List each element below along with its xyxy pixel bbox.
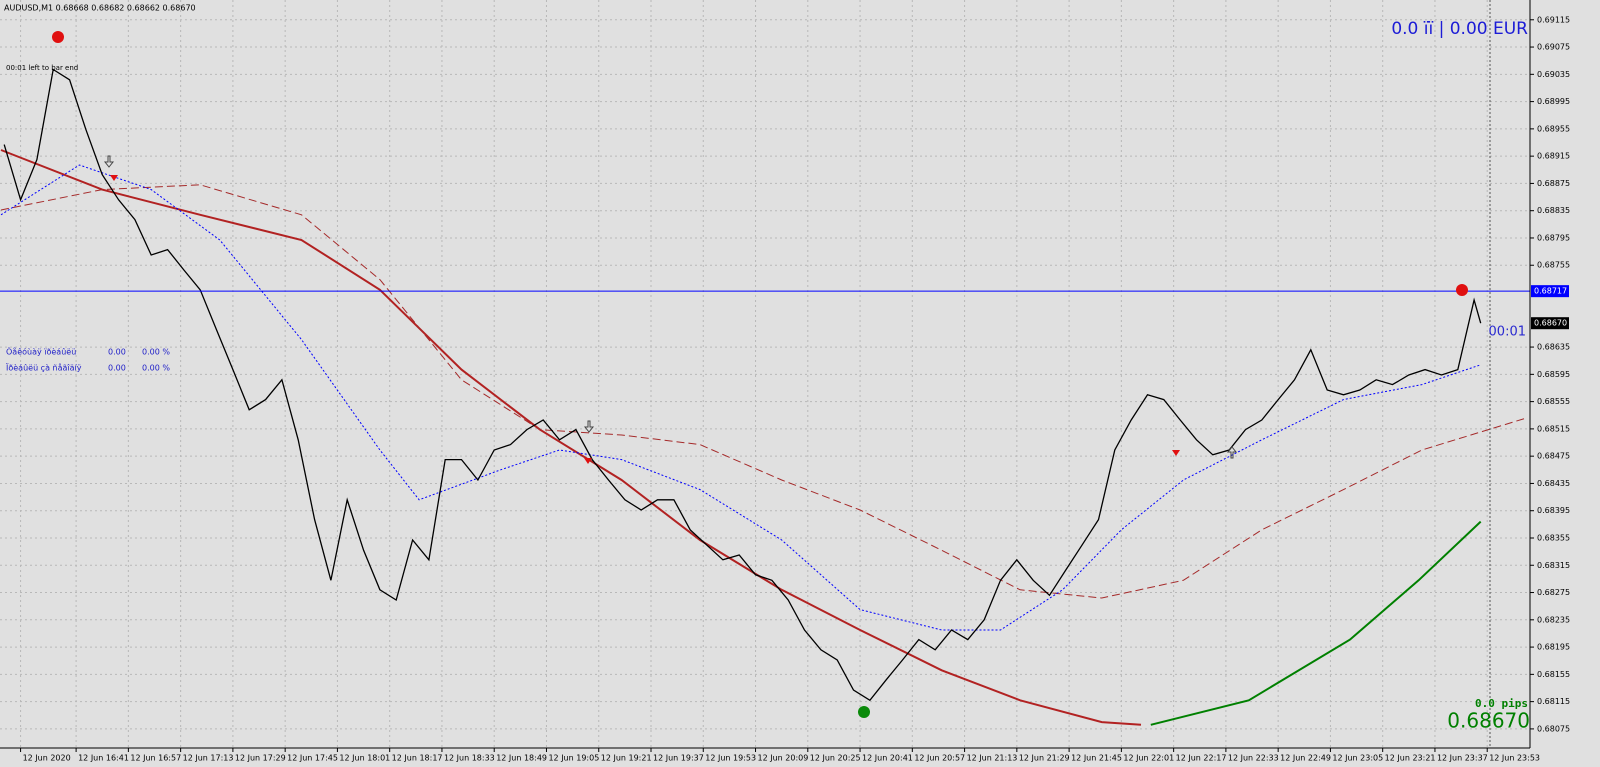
arrow-icon bbox=[584, 458, 592, 464]
arrow-icon bbox=[1172, 450, 1180, 456]
x-tick-label: 12 Jun 19:21 bbox=[601, 754, 652, 763]
x-tick-label: 12 Jun 22:01 bbox=[1123, 754, 1174, 763]
x-tick-label: 12 Jun 20:41 bbox=[862, 754, 913, 763]
profit-label: Òåêóùàÿ ïðèáûëü bbox=[6, 346, 76, 357]
x-tick-label: 12 Jun 19:53 bbox=[705, 754, 756, 763]
x-tick-label: 12 Jun 18:33 bbox=[444, 754, 495, 763]
x-tick-label: 12 Jun 23:21 bbox=[1385, 754, 1436, 763]
y-tick-label: 0.68555 bbox=[1537, 397, 1570, 406]
profit-percent: 0.00 % bbox=[142, 348, 170, 357]
chart-header: AUDUSD,M1 0.68668 0.68682 0.68662 0.6867… bbox=[4, 4, 196, 13]
y-tick-label: 0.68875 bbox=[1537, 179, 1570, 188]
price-level-tag bbox=[1531, 285, 1569, 298]
x-tick-label: 12 Jun 19:05 bbox=[548, 754, 599, 763]
indicator-line bbox=[0, 164, 1481, 631]
plot bbox=[0, 68, 1530, 726]
y-tick-label: 0.68755 bbox=[1537, 261, 1570, 270]
x-tick-label: 12 Jun 17:29 bbox=[235, 754, 286, 763]
last-price-tag bbox=[1531, 317, 1569, 330]
big-price: 0.68670 bbox=[1447, 709, 1530, 733]
y-tick-label: 0.68955 bbox=[1537, 124, 1570, 133]
x-tick-label: 12 Jun 21:45 bbox=[1071, 754, 1122, 763]
alert-icon bbox=[52, 31, 64, 43]
price-line bbox=[3, 68, 1482, 702]
y-tick-label: 0.68595 bbox=[1537, 370, 1570, 379]
x-tick-label: 12 Jun 17:13 bbox=[183, 754, 234, 763]
x-tick-label: 12 Jun 16:41 bbox=[78, 754, 129, 763]
x-tick-label: 12 Jun 21:29 bbox=[1019, 754, 1070, 763]
y-tick-label: 0.68155 bbox=[1537, 670, 1570, 679]
x-tick-label: 12 Jun 18:49 bbox=[496, 754, 547, 763]
x-tick-label: 12 Jun 20:09 bbox=[758, 754, 809, 763]
indicator-line bbox=[0, 149, 1142, 726]
y-tick-label: 0.68355 bbox=[1537, 533, 1570, 542]
indicator-line bbox=[1150, 520, 1482, 726]
profit-value: 0.00 bbox=[108, 364, 126, 373]
x-tick-label: 12 Jun 2020 bbox=[23, 754, 71, 763]
y-tick-label: 0.68835 bbox=[1537, 206, 1570, 215]
x-tick-label: 12 Jun 22:49 bbox=[1280, 754, 1331, 763]
x-tick-label: 12 Jun 20:57 bbox=[914, 754, 965, 763]
alert-icon bbox=[1456, 284, 1468, 296]
price-level-label: 0.68717 bbox=[1534, 287, 1567, 296]
x-tick-label: 12 Jun 20:25 bbox=[810, 754, 861, 763]
x-tick-label: 12 Jun 23:53 bbox=[1489, 754, 1540, 763]
y-tick-label: 0.68075 bbox=[1537, 724, 1570, 733]
alert-icon bbox=[858, 706, 870, 718]
y-tick-label: 0.68235 bbox=[1537, 615, 1570, 624]
y-tick-label: 0.69115 bbox=[1537, 15, 1570, 24]
timer-text: 00:01 left to bar end bbox=[6, 64, 78, 72]
x-tick-label: 12 Jun 16:57 bbox=[130, 754, 181, 763]
y-tick-label: 0.68395 bbox=[1537, 506, 1570, 515]
indicator-line bbox=[0, 184, 1527, 599]
y-tick-label: 0.68315 bbox=[1537, 561, 1570, 570]
y-tick-label: 0.69075 bbox=[1537, 43, 1570, 52]
x-tick-label: 12 Jun 22:33 bbox=[1228, 754, 1279, 763]
account-info: 0.0 ïï | 0.00 EUR bbox=[1391, 19, 1528, 39]
y-tick-label: 0.68115 bbox=[1537, 697, 1570, 706]
y-tick-label: 0.69035 bbox=[1537, 70, 1570, 79]
x-tick-label: 12 Jun 21:13 bbox=[967, 754, 1018, 763]
y-tick-label: 0.68435 bbox=[1537, 479, 1570, 488]
x-tick-label: 12 Jun 18:01 bbox=[339, 754, 390, 763]
x-tick-label: 12 Jun 23:05 bbox=[1332, 754, 1383, 763]
x-tick-label: 12 Jun 22:17 bbox=[1176, 754, 1227, 763]
y-tick-label: 0.68995 bbox=[1537, 97, 1570, 106]
last-price-label: 0.68670 bbox=[1534, 319, 1567, 328]
y-tick-label: 0.68275 bbox=[1537, 588, 1570, 597]
x-tick-label: 12 Jun 18:17 bbox=[392, 754, 443, 763]
y-tick-label: 0.68515 bbox=[1537, 424, 1570, 433]
x-tick-label: 12 Jun 19:37 bbox=[653, 754, 704, 763]
y-tick-label: 0.68195 bbox=[1537, 643, 1570, 652]
countdown: 00:01 bbox=[1489, 325, 1526, 340]
profit-label: Ïðèáûëü çà ñåãîäíÿ bbox=[6, 363, 82, 373]
x-tick-label: 12 Jun 17:45 bbox=[287, 754, 338, 763]
signal-icons bbox=[52, 31, 1468, 718]
arrow-icon bbox=[583, 420, 595, 433]
arrow-icon bbox=[1226, 446, 1238, 459]
x-tick-label: 12 Jun 23:37 bbox=[1437, 754, 1488, 763]
arrow-icon bbox=[110, 175, 118, 181]
grid bbox=[0, 0, 1530, 748]
labels: 0.69115 0.69075 0.69035 0.68995 0.68955 0.689… bbox=[20, 15, 1570, 763]
arrow-icon bbox=[103, 155, 115, 168]
y-tick-label: 0.68915 bbox=[1537, 152, 1570, 161]
profit-percent: 0.00 % bbox=[142, 364, 170, 373]
y-tick-label: 0.68475 bbox=[1537, 452, 1570, 461]
y-tick-label: 0.68795 bbox=[1537, 233, 1570, 242]
pips-text: 0.0 pips bbox=[1475, 697, 1528, 710]
y-tick-label: 0.68635 bbox=[1537, 343, 1570, 352]
profit-value: 0.00 bbox=[108, 348, 126, 357]
